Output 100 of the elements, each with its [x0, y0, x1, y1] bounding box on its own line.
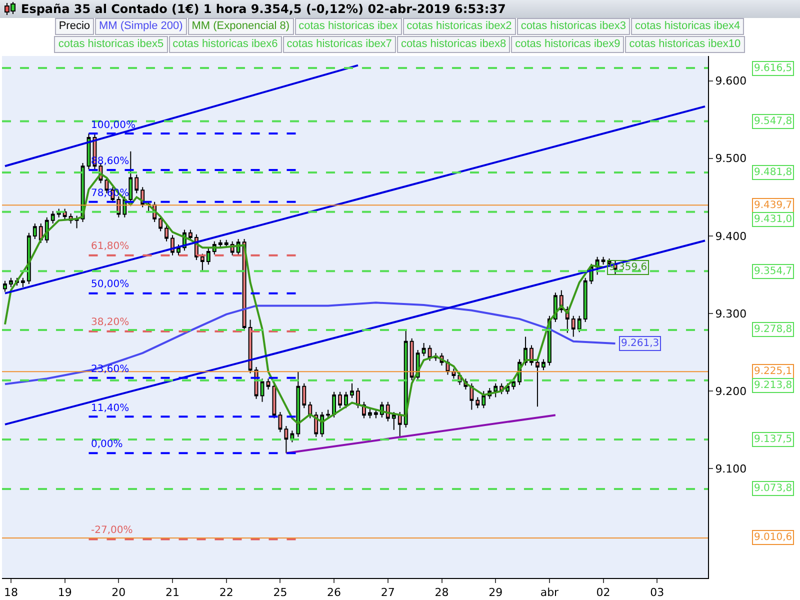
- y-tick-label: 9.200: [715, 384, 747, 398]
- candlestick: [188, 229, 192, 242]
- candlestick: [266, 378, 270, 390]
- series-label: 61,80%: [91, 241, 130, 252]
- candlestick: [356, 387, 360, 409]
- ref-line-label: 9.439,7: [754, 200, 792, 211]
- ref-line-label: 9.213,8: [754, 380, 792, 391]
- candlestick: [224, 239, 228, 248]
- text: cotas historicas ibex: [294, 18, 402, 35]
- candlestick: [158, 215, 163, 232]
- x-tick-label: 20: [112, 586, 126, 600]
- x-tick-label: 21: [166, 586, 180, 600]
- text: MM (Simple 200): [95, 18, 187, 35]
- candlestick: [278, 412, 282, 433]
- candlestick: [62, 208, 67, 220]
- text: cotas historicas ibex5: [54, 36, 168, 53]
- candlestick: [410, 338, 414, 381]
- text: cotas historicas ibex6: [168, 36, 282, 53]
- ref-line-label: 9.354,7: [754, 266, 792, 277]
- series-label: 0,00%: [91, 439, 123, 450]
- candlestick: [296, 371, 300, 438]
- x-tick-label: 22: [219, 586, 234, 600]
- x-tick-label: 03: [650, 586, 664, 600]
- ref-line-label: 9.137,5: [754, 434, 792, 445]
- candlestick: [536, 358, 540, 408]
- candlestick: [218, 239, 222, 248]
- candlestick: [164, 224, 168, 242]
- text: cotas historicas ibex3: [516, 18, 630, 35]
- chart-title: España 35 al Contado (1€) 1 hora 9.354,5 (-0,12%) 02-abr-2019 6:53:37: [21, 1, 506, 18]
- candlestick: [374, 409, 378, 419]
- text: cotas historicas ibex7: [282, 36, 396, 53]
- text: cotas historicas ibex10: [625, 36, 745, 53]
- candlestick: [9, 277, 13, 288]
- series-label: -27,00%: [91, 525, 133, 536]
- candlestick: [206, 248, 210, 266]
- text: Precio: [54, 18, 94, 35]
- x-tick-label: abr: [540, 586, 560, 600]
- y-tick-label: 9.100: [715, 462, 747, 476]
- series-label: 11,40%: [91, 403, 130, 414]
- candlestick: [398, 412, 402, 438]
- ref-line-label: 9.225,1: [754, 366, 792, 377]
- candlestick: [470, 382, 474, 410]
- data-label: 9.261,3: [621, 338, 660, 349]
- candlestick: [583, 277, 588, 323]
- ref-line-label: 9.431,0: [754, 214, 792, 225]
- candlestick: [200, 253, 204, 272]
- candlestick: [302, 382, 306, 409]
- series-label: 100,00%: [91, 120, 136, 131]
- y-tick-label: 9.300: [715, 307, 747, 320]
- ref-line-label: 9.278,8: [754, 324, 792, 335]
- series-label: 50,00%: [91, 279, 130, 290]
- text: cotas historicas ibex4: [630, 18, 744, 35]
- text: MM (Exponencial 8): [188, 18, 294, 35]
- candlestick: [601, 256, 606, 266]
- x-tick-label: 18: [4, 586, 18, 600]
- line-series: [4, 172, 604, 425]
- candlestick: [284, 425, 288, 454]
- candlestick: [350, 382, 354, 399]
- x-tick-label: 26: [327, 586, 342, 600]
- series-label: 38,20%: [91, 317, 130, 328]
- candlestick: [20, 277, 25, 288]
- y-tick-label: 9.400: [715, 230, 747, 243]
- candlestick: [577, 315, 582, 333]
- candlestick: [50, 210, 55, 224]
- candlestick: [326, 409, 330, 419]
- y-tick-label: 9.500: [715, 152, 747, 166]
- candlestick: [368, 406, 372, 419]
- ref-line-label: 9.547,8: [754, 116, 792, 127]
- candlestick: [422, 342, 426, 357]
- candlestick: [332, 391, 336, 418]
- candlestick: [571, 315, 576, 338]
- text: cotas historicas ibex9: [511, 36, 624, 53]
- ref-line-label: 9.481,8: [754, 167, 792, 178]
- candlestick: [128, 150, 133, 204]
- ref-line-label: 9.010,6: [754, 532, 792, 543]
- candlestick: [3, 280, 7, 292]
- line-series: [4, 302, 616, 386]
- candlestick: [260, 378, 264, 402]
- x-tick-label: 29: [488, 586, 503, 600]
- candlestick: [134, 174, 139, 194]
- candlestick: [476, 396, 480, 409]
- candlestick: [392, 412, 396, 430]
- x-tick-label: 27: [380, 586, 395, 600]
- x-tick-label: 28: [434, 586, 449, 600]
- candlestick: [482, 390, 486, 409]
- text: cotas historicas ibex2: [402, 18, 516, 35]
- x-tick-label: 02: [596, 586, 610, 600]
- candlestick: [290, 430, 294, 443]
- ref-line-label: 9.616,5: [754, 63, 792, 74]
- x-tick-label: 25: [273, 586, 288, 600]
- ref-line-label: 9.073,8: [754, 483, 792, 494]
- text: cotas historicas ibex8: [396, 36, 510, 53]
- candlestick: [32, 223, 37, 240]
- candlestick: [542, 358, 546, 371]
- x-tick-label: 19: [58, 586, 72, 600]
- candlestick: [344, 391, 348, 409]
- candlestick: [248, 319, 252, 374]
- candlestick: [494, 382, 498, 398]
- y-tick-label: 9.600: [715, 74, 747, 88]
- candlestick: [428, 344, 432, 362]
